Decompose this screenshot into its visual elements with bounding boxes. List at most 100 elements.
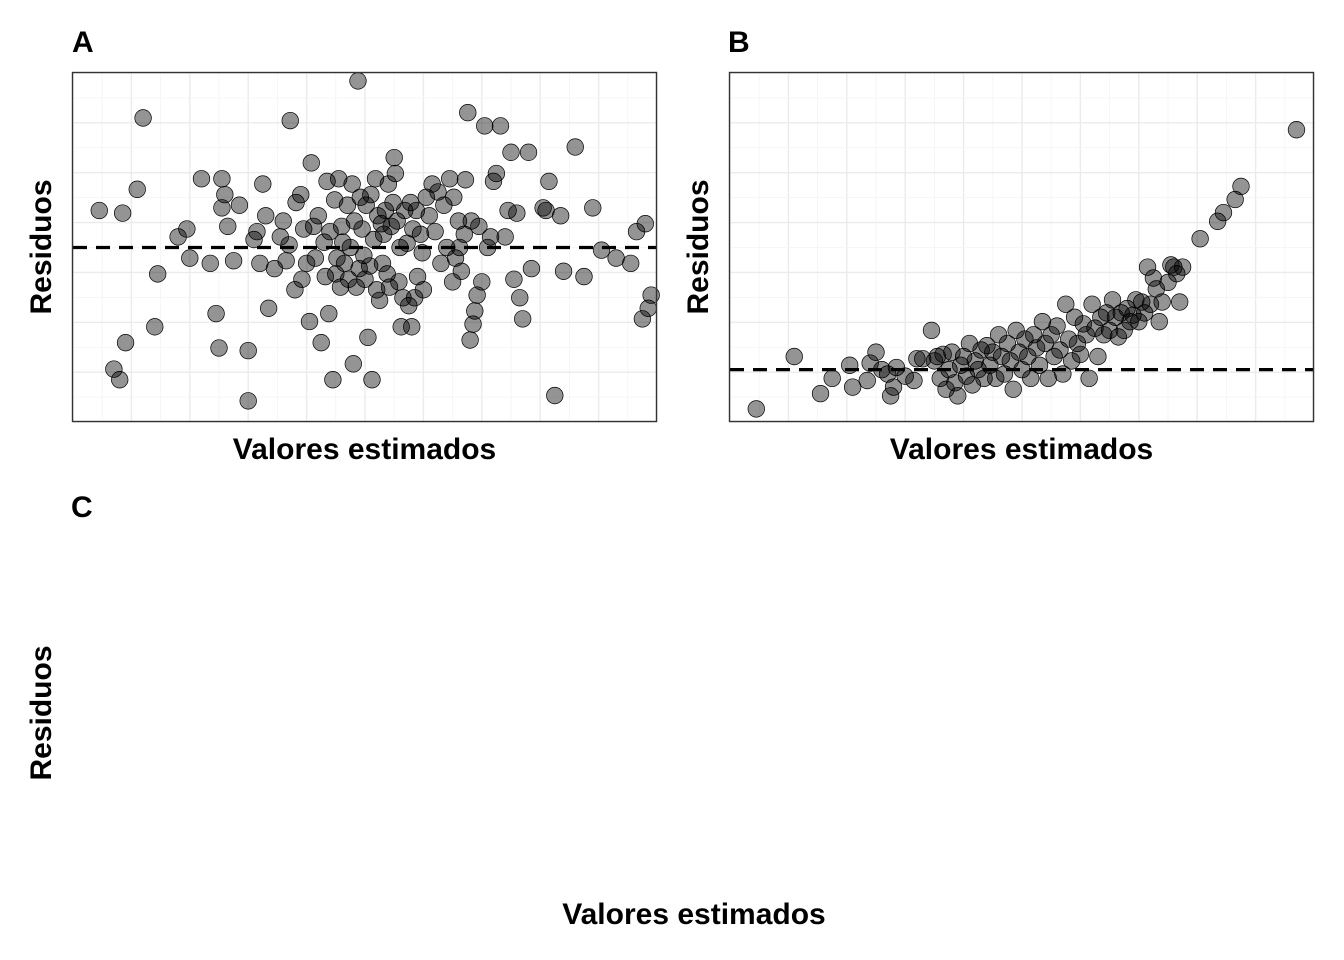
panel-a-point [385,148,403,167]
panel-b-point [978,337,996,355]
panel-a-point [408,267,427,286]
panel-b-point [943,343,961,361]
panel-a-point [459,104,477,122]
panel-a-point [522,260,541,278]
panel-a-point [230,196,249,214]
panel-a-point [324,371,342,389]
panel-a-point [636,215,654,233]
panel-b-point [1083,295,1101,313]
panel-b-x-title: Valores estimados [890,433,1153,466]
panel-a-point [607,249,625,267]
panel-a-point [426,222,444,241]
panel-a-point [511,289,529,307]
panel-b-point [954,347,973,366]
panel-a-point [280,236,298,254]
panel-a-point [551,207,570,225]
panel-a-point [90,201,108,220]
panel-a-point [592,241,611,259]
panel-a-point [407,201,426,220]
panel-b-point [1004,380,1022,398]
panel-b-point [972,341,990,359]
panel-a-point [316,267,334,286]
panel-a-point [251,254,269,273]
panel-a-point [281,111,299,130]
panel-a-point [332,217,351,235]
panel-b-point [1232,177,1250,196]
panel-b-point [1086,319,1104,337]
panel-a-point [379,175,398,193]
panel-b-point [1106,308,1125,326]
panel-a-point [470,217,488,235]
panel-a-point [344,355,362,373]
panel-a-point [505,270,523,288]
panel-a-point [546,386,564,405]
panel-a-point [327,265,345,283]
panel-b-point [867,343,885,361]
panel-a-point [306,249,325,267]
panel-a-point [330,170,348,188]
panel-b-point [934,345,952,364]
panel-a-point [149,265,167,283]
panel-a-point [584,199,602,217]
panel-a-point [473,273,491,291]
panel-a-point [382,217,400,235]
panel-a-point [534,199,552,217]
panel-a-point [111,371,129,389]
panel-a-point [320,304,338,323]
panel-a-point [361,257,379,275]
panel-a-point [201,254,219,273]
panel-a-point [370,291,389,310]
panel-a-point [146,318,164,336]
panel-b-point [861,354,879,372]
panel-b-point [1138,258,1157,276]
panel-b-point [1112,304,1130,322]
panel-a-point [372,215,391,233]
panel-a-point [359,328,377,347]
panel-a-point [481,228,500,246]
panel-a-point [300,312,319,331]
panel-a-point [207,304,225,323]
panel-b-point [1039,369,1057,388]
panel-b-frame [728,71,1315,423]
panel-a-point [627,222,646,241]
panel-b-point [1010,343,1028,361]
panel-a-point [309,207,327,225]
panel-b: B Valores estimados Residuos [682,26,1315,466]
panel-a-point [429,183,447,201]
panel-a-point [343,175,361,193]
panel-a-point [353,220,371,238]
panel-b-point [747,400,765,418]
panel-a-point [519,143,538,161]
panel-a-point [321,222,339,241]
panel-b-y-title: Residuos [682,179,715,314]
panel-b-point [1065,308,1084,326]
panel-a-point [302,154,320,172]
panel-b-point [1191,230,1209,248]
panel-b-point [1115,321,1133,340]
panel-a-point [411,225,430,243]
panel-a-point [366,170,385,188]
panel-b-point [1162,256,1180,274]
panel-a-point [134,109,152,127]
panel-a-point [622,254,640,273]
panel-a-point [642,286,660,304]
panel-a-point [508,204,526,222]
panel-b-point [1118,299,1136,318]
panel-a-x-title: Valores estimados [233,433,496,466]
panel-b-point [1124,306,1142,324]
panel-a-point [575,267,593,286]
panel-a-point [239,341,257,360]
panel-b-point [960,334,979,353]
panel-a-frame [71,71,658,423]
panel-b-point [937,380,955,398]
panel-b-point [1007,321,1025,340]
panel-b-point [858,371,876,390]
panel-a-point [287,193,305,212]
panel-b-point [1226,190,1244,209]
panel-a-point [349,72,367,90]
panel-b-point [1074,315,1092,333]
panel-a-point [210,339,228,357]
panel-a-point [514,310,532,328]
panel-a-point [380,278,399,296]
